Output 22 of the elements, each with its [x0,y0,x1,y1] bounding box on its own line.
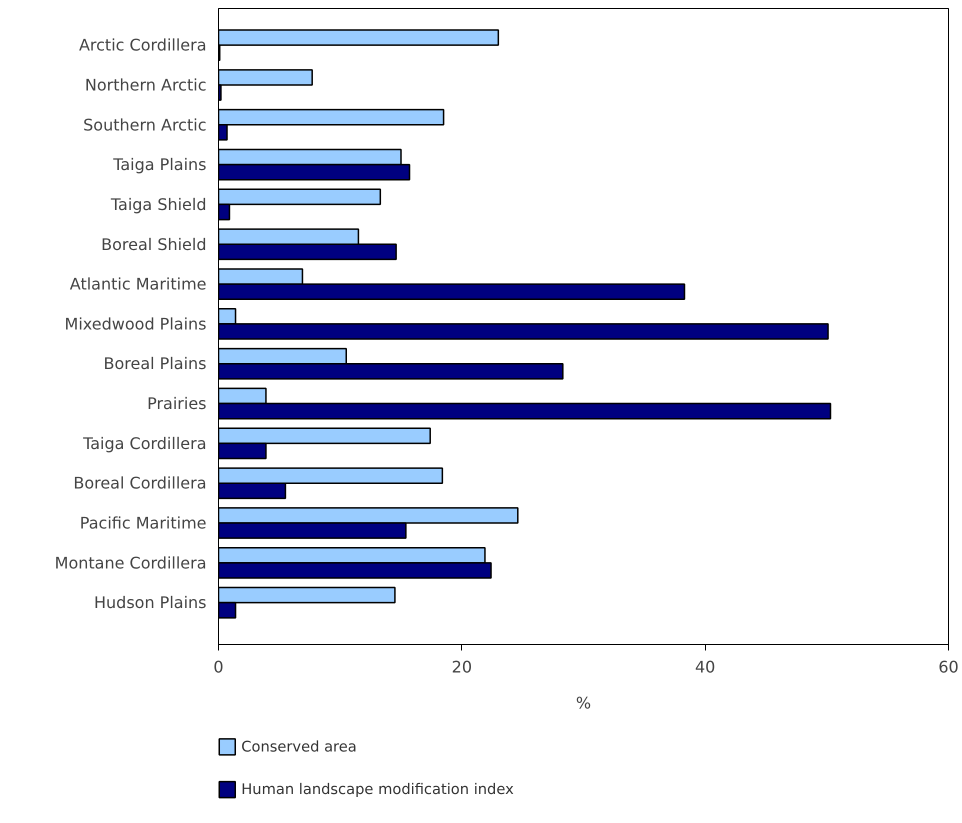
y-tick-label: Taiga Cordillera [82,434,207,453]
x-tick-label: 0 [213,658,224,676]
legend-label: Conserved area [241,738,357,756]
y-tick-label: Arctic Cordillera [78,36,206,55]
x-axis-title: % [576,694,592,712]
y-tick-label: Atlantic Maritime [70,274,207,294]
y-tick-label: Boreal Plains [104,354,207,374]
y-tick-label: Southern Arctic [83,115,207,134]
y-tick-label: Pacific Maritime [80,514,206,533]
y-tick-label: Taiga Shield [110,194,206,214]
y-tick-label: Taiga Plains [112,155,207,174]
x-tick-label: 60 [938,658,959,676]
y-tick-label: Mixedwood Plains [64,314,206,334]
y-tick-label: Boreal Cordillera [73,474,207,493]
x-tick-label: 20 [452,658,472,676]
y-tick-label: Northern Arctic [84,75,207,94]
x-tick-label: 40 [694,658,716,676]
y-tick-label: Hudson Plains [94,593,206,612]
y-tick-label: Montane Cordillera [54,553,206,572]
y-tick-label: Boreal Shield [101,234,206,254]
legend-label: Human landscape modification index [241,781,514,798]
y-tick-label: Prairies [147,394,207,414]
